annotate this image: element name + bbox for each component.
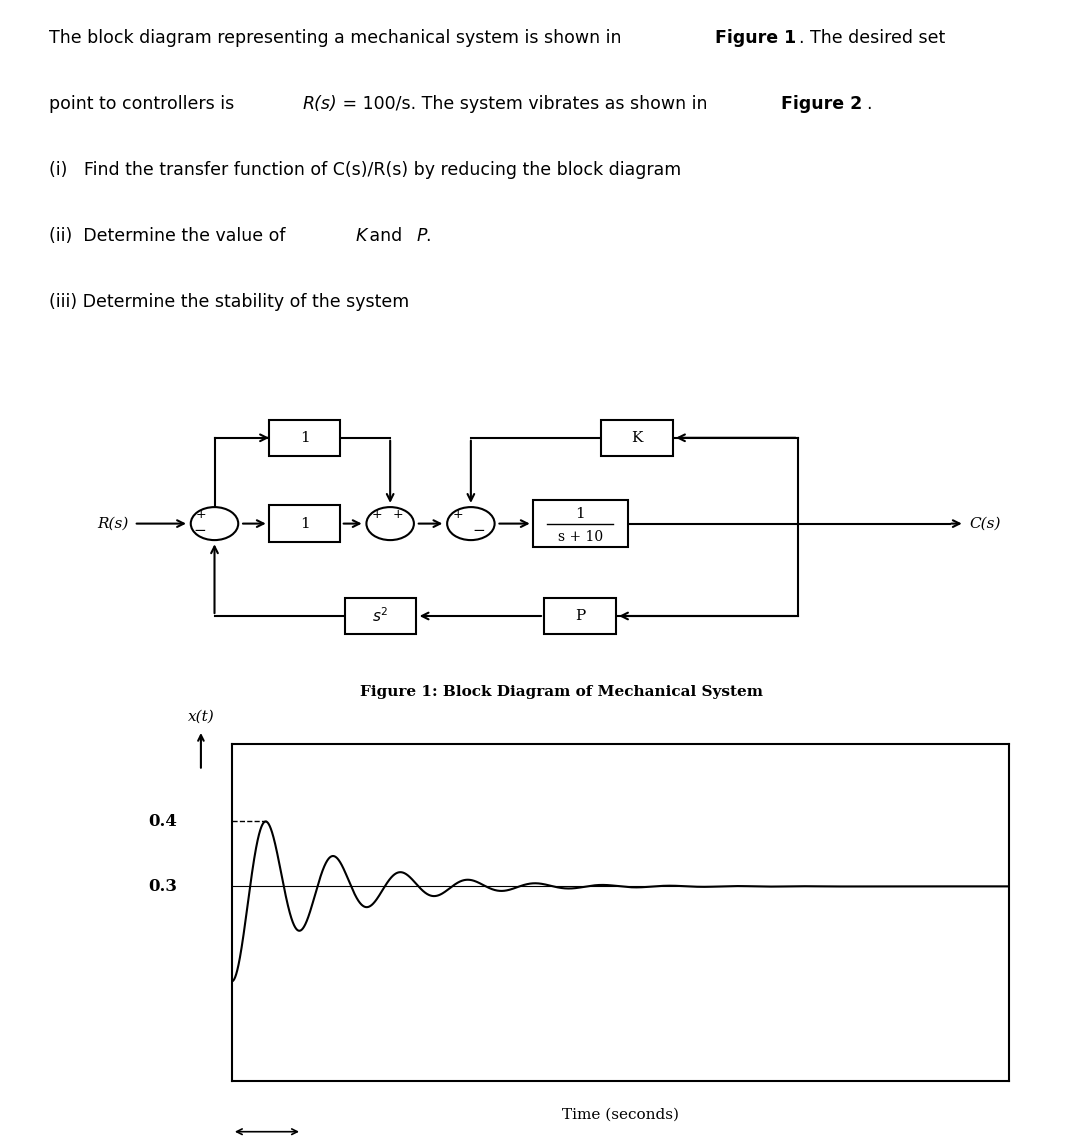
- Text: .: .: [865, 95, 871, 113]
- Text: P: P: [575, 609, 585, 623]
- Text: 0.3: 0.3: [149, 877, 178, 895]
- Text: +: +: [393, 508, 404, 521]
- Text: K: K: [355, 227, 367, 245]
- Text: −: −: [473, 523, 484, 538]
- Text: Figure 1: Block Diagram of Mechanical System: Figure 1: Block Diagram of Mechanical Sy…: [359, 685, 763, 699]
- Text: (iii) Determine the stability of the system: (iii) Determine the stability of the sys…: [49, 293, 409, 311]
- Bar: [269, 506, 340, 542]
- Bar: [545, 598, 616, 634]
- Text: The block diagram representing a mechanical system is shown in: The block diagram representing a mechani…: [49, 30, 627, 47]
- Text: +: +: [371, 508, 382, 521]
- Text: point to controllers is: point to controllers is: [49, 95, 240, 113]
- Text: Figure 2: Figure 2: [781, 95, 862, 113]
- Text: 1: 1: [300, 517, 310, 531]
- Text: Time (seconds): Time (seconds): [562, 1109, 679, 1122]
- Text: (i)   Find the transfer function of C(s)/R(s) by reducing the block diagram: (i) Find the transfer function of C(s)/R…: [49, 161, 681, 180]
- Circle shape: [447, 507, 494, 540]
- Text: C(s): C(s): [969, 517, 1001, 531]
- Text: R(s): R(s): [98, 517, 129, 531]
- Text: Figure 1: Figure 1: [714, 30, 796, 47]
- Text: .: .: [425, 227, 431, 245]
- Bar: [345, 598, 416, 634]
- Text: and: and: [364, 227, 408, 245]
- Text: +: +: [196, 508, 206, 521]
- Text: −: −: [193, 523, 206, 538]
- Text: s + 10: s + 10: [558, 530, 603, 543]
- Text: 0.4: 0.4: [149, 813, 178, 831]
- Text: P: P: [416, 227, 427, 245]
- Text: . The desired set: . The desired set: [800, 30, 945, 47]
- Bar: [269, 420, 340, 456]
- Bar: [533, 500, 628, 547]
- Text: +: +: [452, 508, 463, 521]
- Text: K: K: [631, 431, 643, 445]
- Circle shape: [367, 507, 414, 540]
- Text: x(t): x(t): [188, 709, 215, 723]
- Bar: [601, 420, 672, 456]
- Text: = 100/s. The system vibrates as shown in: = 100/s. The system vibrates as shown in: [337, 95, 713, 113]
- Text: 1: 1: [300, 431, 310, 445]
- Circle shape: [191, 507, 238, 540]
- Text: $s^2$: $s^2$: [372, 606, 388, 626]
- Text: 1: 1: [575, 507, 585, 521]
- Text: R(s): R(s): [302, 95, 337, 113]
- Text: (ii)  Determine the value of: (ii) Determine the value of: [49, 227, 290, 245]
